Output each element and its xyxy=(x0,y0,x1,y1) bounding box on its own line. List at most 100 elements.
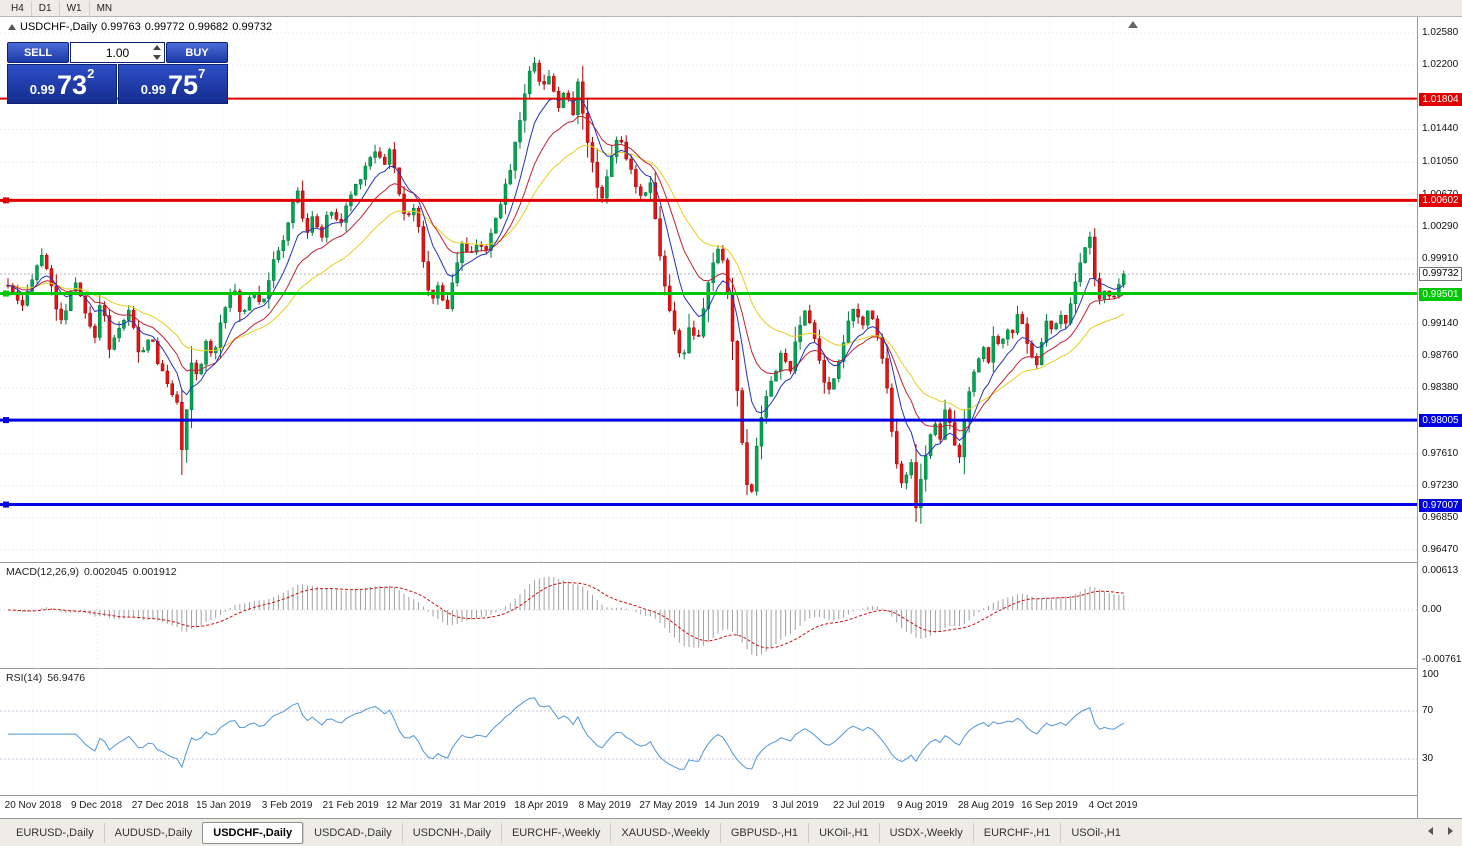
price-tick: 0.97610 xyxy=(1422,447,1459,459)
timeframe-button-h4[interactable]: H4 xyxy=(4,0,32,16)
chart-tab[interactable]: EURCHF-,Weekly xyxy=(500,822,610,843)
date-tick: 9 Dec 2018 xyxy=(70,800,123,811)
candlestick-plot[interactable] xyxy=(0,17,1417,563)
price-tick: 0.98760 xyxy=(1422,350,1459,362)
current-price-label: 0.99732 xyxy=(1419,266,1462,281)
ohlc-high: 0.99772 xyxy=(144,21,185,33)
date-tick: 21 Feb 2019 xyxy=(322,800,379,811)
date-tick: 28 Aug 2019 xyxy=(957,800,1015,811)
rsi-axis-tick: 30 xyxy=(1422,753,1434,764)
date-tick: 27 May 2019 xyxy=(639,800,698,811)
macd-axis-tick: 0.00613 xyxy=(1422,565,1459,576)
level-price-label: 1.01804 xyxy=(1419,92,1462,106)
chart-tab[interactable]: USDCNH-,Daily xyxy=(401,822,501,843)
rsi-axis-tick: 100 xyxy=(1422,669,1439,680)
price-tick: 0.99910 xyxy=(1422,252,1459,264)
symbol-marker-icon xyxy=(8,24,16,30)
chart-tab[interactable]: AUDUSD-,Daily xyxy=(103,822,203,843)
price-tick: 0.97230 xyxy=(1422,479,1459,491)
price-tick: 1.01440 xyxy=(1422,123,1459,135)
sell-price-button[interactable]: 0.99 73 2 xyxy=(7,64,117,104)
sell-button[interactable]: SELL xyxy=(7,42,69,63)
chart-tab[interactable]: XAUUSD-,Weekly xyxy=(610,822,719,843)
tab-scroll-right-icon[interactable] xyxy=(1443,822,1457,840)
macd-axis-tick: 0.00 xyxy=(1422,604,1442,615)
macd-indicator-label: MACD(12,26,9) 0.002045 0.001912 xyxy=(6,566,182,578)
ohlc-close: 0.99732 xyxy=(232,21,273,33)
date-tick: 18 Apr 2019 xyxy=(514,800,569,811)
rsi-value: 56.9476 xyxy=(47,672,86,684)
chart-tab[interactable]: GBPUSD-,H1 xyxy=(719,822,808,843)
level-price-label: 0.99501 xyxy=(1419,287,1462,301)
date-tick: 8 May 2019 xyxy=(578,800,631,811)
timeframe-button-mn[interactable]: MN xyxy=(96,2,113,14)
level-price-label: 1.00602 xyxy=(1419,194,1462,208)
date-tick: 31 Mar 2019 xyxy=(449,800,506,811)
buy-price-prefix: 0.99 xyxy=(140,82,167,97)
chart-tabs: EURUSD-,Daily AUDUSD-,Daily USDCHF-,Daily U… xyxy=(0,818,1462,846)
timeframe-button-d1[interactable]: D1 xyxy=(32,0,60,16)
symbol-name: USDCHF-,Daily xyxy=(20,21,97,33)
date-tick: 22 Jul 2019 xyxy=(833,800,885,811)
volume-spinbox[interactable]: 1.00 xyxy=(70,42,165,63)
timeframe-toolbar: H4 D1 W1 MN xyxy=(0,0,1462,17)
tab-scroll-left-icon[interactable] xyxy=(1423,822,1437,840)
pane-splitter[interactable] xyxy=(0,795,1462,796)
price-tick: 0.99140 xyxy=(1422,318,1459,330)
buy-price-button[interactable]: 0.99 75 7 xyxy=(118,64,228,104)
level-price-label: 0.98005 xyxy=(1419,414,1462,428)
date-tick: 20 Nov 2018 xyxy=(4,800,62,811)
rsi-plot[interactable] xyxy=(0,669,1417,796)
price-axis[interactable]: 1.02580 1.02200 1.01440 1.01050 1.00670 1.002… xyxy=(1417,17,1462,818)
rsi-axis-tick: 70 xyxy=(1422,705,1434,716)
pane-splitter[interactable] xyxy=(0,668,1462,669)
sell-price-prefix: 0.99 xyxy=(29,82,56,97)
macd-plot[interactable] xyxy=(0,563,1417,668)
chart-tab[interactable]: EURUSD-,Daily xyxy=(16,826,94,839)
volume-spinner-arrows[interactable] xyxy=(151,45,162,60)
rsi-name: RSI(14) xyxy=(6,672,43,684)
date-tick: 14 Jun 2019 xyxy=(704,800,760,811)
price-tick: 1.02580 xyxy=(1422,27,1459,38)
spin-up-icon[interactable] xyxy=(152,45,161,50)
ohlc-low: 0.99682 xyxy=(188,21,229,33)
price-tick: 0.96470 xyxy=(1422,544,1459,555)
date-tick: 3 Feb 2019 xyxy=(261,800,313,811)
macd-main-value: 0.002045 xyxy=(83,566,128,578)
chart-tab[interactable]: UKOil-,H1 xyxy=(808,822,879,843)
macd-axis-tick: -0.00761 xyxy=(1422,654,1462,665)
volume-value[interactable]: 1.00 xyxy=(105,45,130,60)
price-tick: 1.00670 xyxy=(1422,189,1458,200)
ohlc-open: 0.99763 xyxy=(101,21,141,33)
spin-down-icon[interactable] xyxy=(152,55,161,60)
date-tick: 12 Mar 2019 xyxy=(386,800,443,811)
price-tick: 1.00290 xyxy=(1422,220,1459,232)
chart-tab[interactable]: USOil-,H1 xyxy=(1060,822,1131,843)
chart-tab[interactable]: USDCHF-,Daily xyxy=(202,821,304,844)
macd-signal-value: 0.001912 xyxy=(132,566,177,578)
date-tick: 15 Jan 2019 xyxy=(196,800,252,811)
sell-price-big: 73 xyxy=(57,70,88,100)
price-tick: 0.98380 xyxy=(1422,382,1459,394)
macd-name: MACD(12,26,9) xyxy=(6,566,79,578)
level-price-label: 0.97007 xyxy=(1419,498,1462,512)
timeframe-button-w1[interactable]: W1 xyxy=(60,0,90,16)
buy-button[interactable]: BUY xyxy=(166,42,228,63)
price-tick: 0.96850 xyxy=(1422,511,1459,523)
pane-splitter[interactable] xyxy=(0,562,1462,563)
chart-tab[interactable]: USDX-,Weekly xyxy=(878,822,973,843)
one-click-trading-panel: SELL 1.00 BUY 0.99 73 2 0.99 75 7 xyxy=(7,42,228,104)
buy-price-big: 75 xyxy=(168,70,199,100)
price-tick: 1.01050 xyxy=(1422,156,1459,168)
price-tick: 1.02200 xyxy=(1422,59,1459,71)
sell-price-pip: 2 xyxy=(87,66,95,81)
date-tick: 16 Sep 2019 xyxy=(1021,800,1078,811)
rsi-indicator-label: RSI(14) 56.9476 xyxy=(6,672,90,684)
chart-tab[interactable]: EURCHF-,H1 xyxy=(972,822,1061,843)
buy-price-pip: 7 xyxy=(198,66,206,81)
date-tick: 3 Jul 2019 xyxy=(772,800,819,811)
chart-tab[interactable]: USDCAD-,Daily xyxy=(303,822,402,843)
date-tick: 9 Aug 2019 xyxy=(897,800,948,811)
date-tick: 4 Oct 2019 xyxy=(1088,800,1138,811)
